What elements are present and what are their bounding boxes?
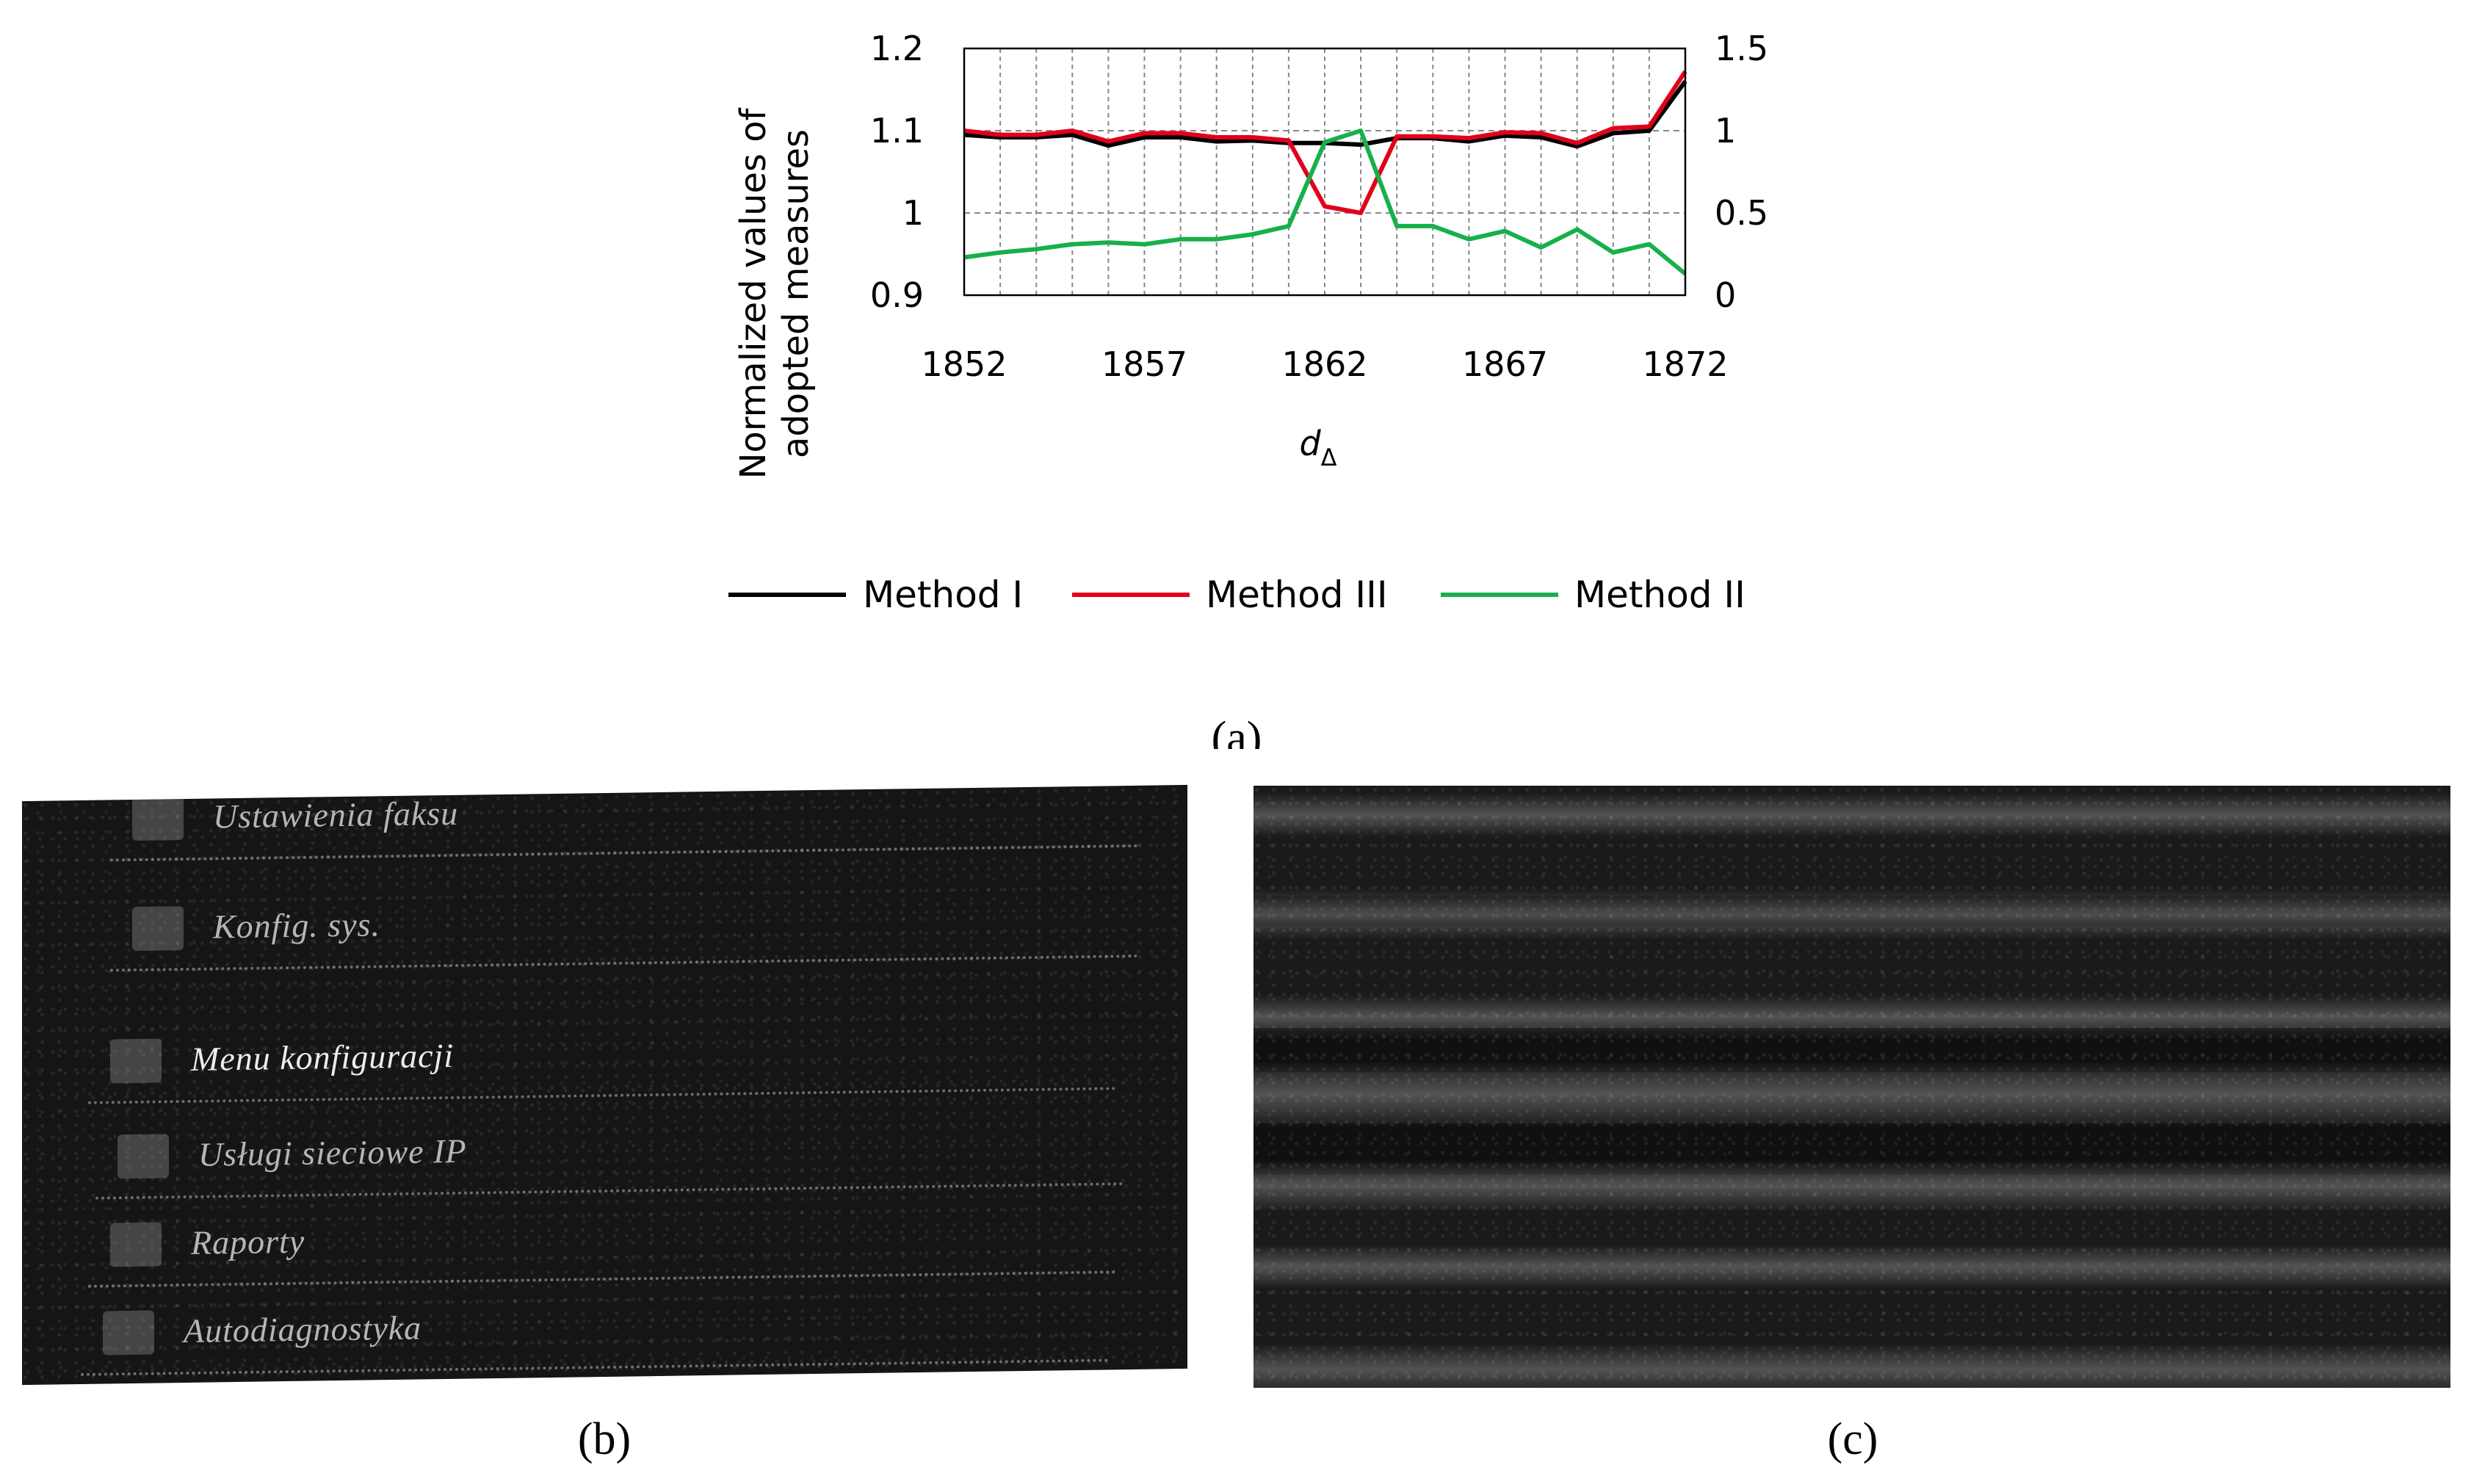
x-tick-label-1867: 1867 [1462,344,1548,384]
y-axis-title-line-1: Normalized values of [733,107,774,479]
panel-c-band-3 [1253,995,2450,1039]
y-left-tick-label-0.9: 0.9 [870,275,924,315]
panel-c-dark-2 [1253,1028,2450,1072]
panel-c-band-6 [1253,1245,2450,1289]
panel-c-band-2 [1253,888,2450,940]
grid-lines [964,48,1685,295]
series-line-method-iii [963,70,1687,215]
panel-b-row-sys: Konfig. sys. [110,866,1138,972]
y-left-tick-label-1.2: 1.2 [870,29,924,68]
y-right-tick-label-1.5: 1.5 [1715,29,1768,68]
series-lines [963,70,1687,276]
x-tick-label-1862: 1862 [1281,344,1367,384]
legend: Method I Method III Method II [728,573,1745,616]
panel-b-image: Ustawienia faksu Konfig. sys. Menu konfi… [22,784,1187,1386]
panel-c-band-7 [1253,1344,2450,1388]
legend-label-method-iii: Method III [1206,573,1388,616]
panel-b-label-ip: Usługi sieciowe IP [198,1132,467,1173]
panel-b-row-diag: Autodiagnostyka [81,1270,1109,1376]
caption-c: (c) [1828,1414,1878,1464]
panel-c-dark-3 [1253,1123,2450,1175]
panel-c-image [1253,786,2450,1388]
x-tick-label-1852: 1852 [921,344,1007,384]
panel-b-label-config: Menu konfiguracji [191,1036,455,1078]
series-line-method-ii [963,129,1687,276]
captions-bottom: (b) (c) [578,1414,1878,1464]
panel-c-noise [1253,786,2450,1388]
legend-label-method-ii: Method II [1574,573,1745,616]
y-left-tick-label-1.1: 1.1 [870,111,924,151]
tick-labels: 1852 1857 1862 1867 1872 0.9 1 1.1 1.2 0 0.5 1 1.5 [870,29,1768,384]
report-icon [110,1222,162,1267]
legend-label-method-i: Method I [863,573,1023,616]
x-tick-label-1857: 1857 [1101,344,1187,384]
system-icon [132,906,184,951]
network-icon [117,1134,169,1179]
caption-a: (a) [1212,713,1262,749]
panel-b-menu: Ustawienia faksu Konfig. sys. Menu konfi… [22,784,1187,1385]
panel-c-band-4 [1253,1061,2450,1127]
y-right-tick-label-0.5: 0.5 [1715,193,1768,233]
x-axis-title: dΔ [1299,424,1336,471]
panel-c-band-1 [1253,793,2450,837]
panel-b-label-fax: Ustawienia faksu [213,794,459,836]
panel-b-label-reports: Raporty [191,1222,305,1262]
diagnostics-icon [103,1310,154,1355]
panel-c-dark-1 [1253,896,2450,925]
y-right-tick-label-0: 0 [1715,275,1736,315]
fax-icon [132,796,184,841]
y-axis-title-line-2: adopted measures [775,129,817,458]
x-tick-label-1872: 1872 [1642,344,1728,384]
figure-a-chart: 1852 1857 1862 1867 1872 0.9 1 1.1 1.2 0 0.5 1 1.5 N… [728,29,1768,749]
panel-b-row-fax: Ustawienia faksu [110,784,1138,862]
plot-frame [963,47,1687,297]
x-axis-title-subscript: Δ [1321,444,1337,471]
panel-b-label-sys: Konfig. sys. [213,905,380,946]
x-axis-title-main: d [1299,424,1321,463]
y-right-tick-label-1: 1 [1715,111,1736,151]
panel-b-label-diag: Autodiagnostyka [184,1309,422,1350]
y-left-tick-label-1: 1 [902,193,924,233]
axes [963,47,1687,297]
caption-b: (b) [578,1414,631,1464]
tools-icon [110,1038,162,1084]
panel-b-row-config: Menu konfiguracji [88,999,1116,1104]
panel-c-band-5 [1253,1160,2450,1212]
